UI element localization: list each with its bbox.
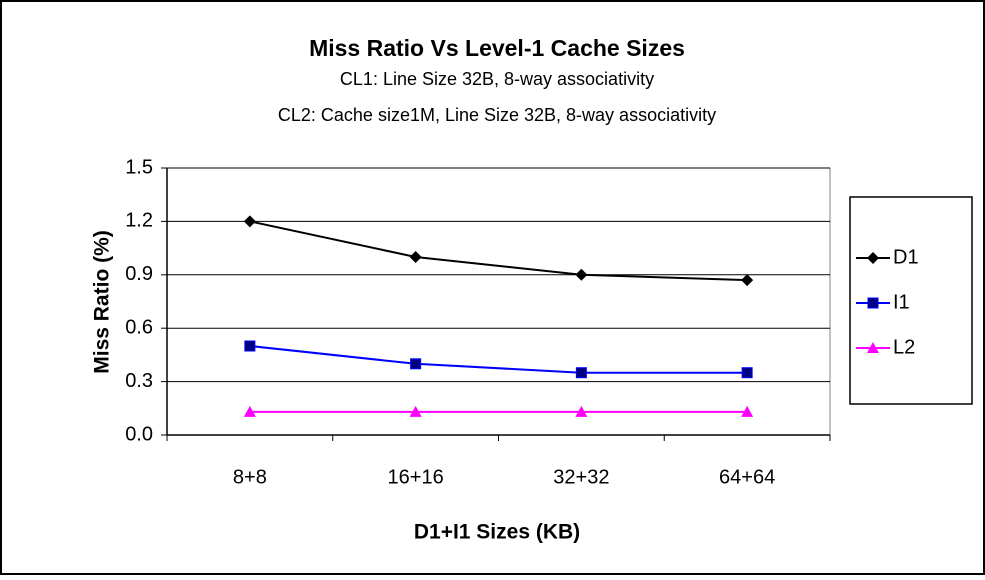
y-tick-label: 0.3 [125,370,153,392]
x-tick-label: 32+32 [553,466,609,488]
data-point [741,367,753,379]
chart-subtitle: CL1: Line Size 32B, 8-way associativity [340,69,654,89]
y-tick-label: 1.5 [125,156,153,178]
y-tick-label: 1.2 [125,210,153,232]
y-tick-label: 0.9 [125,263,153,285]
series-line [249,345,748,374]
legend-marker [867,342,879,353]
y-tick-label: 0.0 [125,423,153,445]
chart-title: Miss Ratio Vs Level-1 Cache Sizes [309,35,685,61]
legend-marker [867,252,879,264]
data-point [410,358,422,370]
x-tick-label: 8+8 [233,466,267,488]
x-axis-title: D1+I1 Sizes (KB) [414,521,580,544]
legend-label: D1 [893,246,919,268]
legend-label: I1 [893,291,910,313]
x-tick-label: 16+16 [388,466,444,488]
data-point [575,405,588,417]
data-point [243,215,256,228]
chart-subtitle: CL2: Cache size1M, Line Size 32B, 8-way … [278,105,716,125]
x-tick-label: 64+64 [719,466,775,488]
data-point [409,405,422,417]
legend-marker [867,297,879,309]
legend-label: L2 [893,336,915,358]
data-point [741,405,754,417]
data-point [243,405,256,417]
data-point [575,268,588,281]
data-point [741,274,754,287]
y-axis-title: Miss Ratio (%) [91,230,114,374]
data-point [575,367,587,379]
series-line [249,220,748,282]
y-tick-label: 0.6 [125,316,153,338]
data-point [409,251,422,263]
data-point [244,340,256,352]
